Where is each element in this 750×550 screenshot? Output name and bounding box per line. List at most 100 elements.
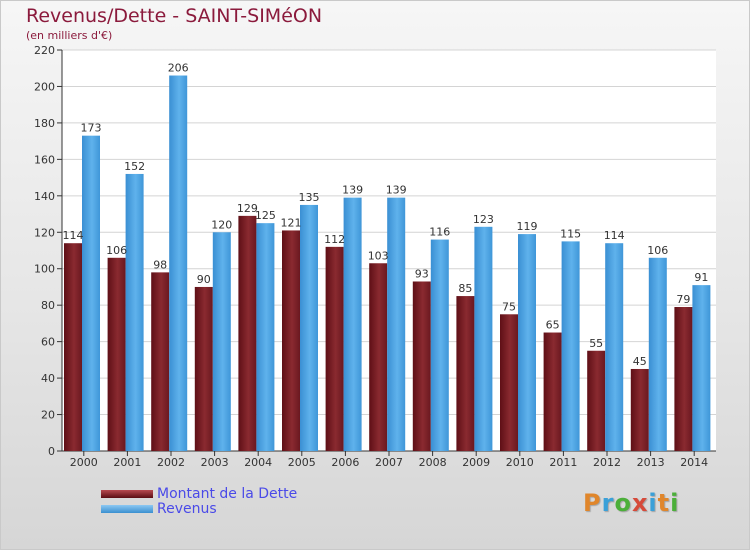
data-label-dette-2011: 65	[546, 319, 560, 332]
x-tick-label: 2005	[288, 456, 316, 469]
data-label-revenus-2011: 115	[560, 227, 581, 240]
bar-dette-2004	[238, 215, 257, 451]
x-tick-label: 2009	[462, 456, 490, 469]
logo-letter: t	[657, 489, 671, 517]
bar-revenus-2004	[256, 223, 275, 451]
data-label-revenus-2008: 116	[429, 226, 450, 239]
data-label-dette-2013: 45	[633, 355, 647, 368]
data-label-dette-2009: 85	[458, 282, 472, 295]
bar-revenus-2002	[169, 75, 188, 451]
legend-item-dette: Montant de la Dette	[101, 486, 298, 502]
data-label-dette-2007: 103	[368, 249, 389, 262]
data-label-dette-2012: 55	[589, 337, 603, 350]
y-tick-label: 60	[41, 336, 55, 349]
data-label-dette-2002: 98	[153, 258, 167, 271]
bar-revenus-2005	[300, 204, 318, 451]
bar-revenus-2014	[692, 285, 711, 451]
bar-dette-2013	[630, 368, 649, 451]
y-tick-label: 100	[34, 263, 55, 276]
bar-dette-2001	[107, 257, 126, 451]
bar-revenus-2011	[561, 241, 580, 451]
y-tick-label: 160	[34, 153, 55, 166]
x-tick-label: 2008	[419, 456, 447, 469]
proxiti-logo: Proxiti	[583, 489, 679, 517]
data-label-revenus-2014: 91	[694, 271, 708, 284]
data-label-dette-2004: 129	[237, 202, 258, 215]
legend-label-dette: Montant de la Dette	[157, 486, 298, 502]
data-label-revenus-2012: 114	[604, 229, 625, 242]
data-label-dette-2008: 93	[415, 267, 429, 280]
logo-letter: x	[631, 489, 649, 517]
bar-dette-2000	[64, 243, 82, 451]
chart-subtitle: (en milliers d'€)	[26, 29, 113, 42]
y-tick-label: 220	[34, 44, 55, 57]
data-label-revenus-2013: 106	[647, 244, 668, 257]
x-tick-label: 2006	[331, 456, 359, 469]
y-tick-label: 140	[34, 190, 55, 203]
bar-dette-2002	[151, 272, 170, 451]
bar-dette-2010	[500, 314, 518, 451]
x-tick-label: 2002	[157, 456, 185, 469]
x-tick-label: 2011	[549, 456, 577, 469]
logo-letter: r	[601, 489, 615, 517]
data-label-dette-2000: 114	[63, 229, 84, 242]
y-tick-label: 40	[41, 372, 55, 385]
y-tick-label: 120	[34, 226, 55, 239]
bar-revenus-2001	[125, 173, 144, 452]
x-tick-label: 2014	[680, 456, 708, 469]
data-label-revenus-2007: 139	[386, 184, 407, 197]
bar-revenus-2013	[648, 257, 667, 451]
bar-revenus-2009	[474, 226, 493, 451]
data-label-revenus-2001: 152	[124, 160, 145, 173]
data-label-revenus-2006: 139	[342, 184, 363, 197]
legend-label-revenus: Revenus	[157, 501, 217, 517]
x-tick-label: 2000	[70, 456, 98, 469]
data-label-dette-2003: 90	[197, 273, 211, 286]
data-label-revenus-2009: 123	[473, 213, 494, 226]
x-tick-label: 2013	[637, 456, 665, 469]
y-tick-label: 0	[48, 445, 55, 458]
x-tick-label: 2001	[113, 456, 141, 469]
data-label-revenus-2003: 120	[211, 218, 232, 231]
bar-dette-2008	[412, 281, 431, 451]
bar-dette-2012	[587, 350, 606, 451]
data-label-revenus-2005: 135	[299, 191, 320, 204]
legend-swatch-revenus	[101, 505, 153, 513]
y-tick-label: 200	[34, 80, 55, 93]
x-tick-label: 2010	[506, 456, 534, 469]
bar-revenus-2006	[343, 197, 362, 451]
legend-item-revenus: Revenus	[101, 501, 217, 517]
bar-dette-2011	[543, 332, 562, 451]
data-label-dette-2006: 112	[324, 233, 345, 246]
data-label-revenus-2004: 125	[255, 209, 276, 222]
logo-letter: i	[648, 489, 658, 517]
logo-letter: P	[583, 489, 602, 517]
bar-revenus-2007	[387, 197, 406, 451]
data-label-dette-2010: 75	[502, 300, 516, 313]
bar-dette-2005	[282, 230, 300, 451]
y-tick-label: 20	[41, 409, 55, 422]
bar-dette-2014	[674, 307, 693, 451]
bar-revenus-2010	[518, 234, 536, 451]
data-label-dette-2014: 79	[676, 293, 690, 306]
y-tick-label: 180	[34, 117, 55, 130]
data-label-revenus-2000: 173	[81, 122, 102, 135]
data-label-dette-2005: 121	[281, 216, 302, 229]
bar-revenus-2008	[430, 239, 449, 451]
bar-dette-2009	[456, 296, 475, 451]
data-label-dette-2001: 106	[106, 244, 127, 257]
data-label-revenus-2010: 119	[517, 220, 538, 233]
bar-revenus-2003	[212, 232, 231, 451]
x-tick-label: 2004	[244, 456, 272, 469]
logo-letter: o	[614, 489, 632, 517]
chart-title: Revenus/Dette - SAINT-SIMéON	[26, 5, 323, 27]
x-tick-label: 2007	[375, 456, 403, 469]
bar-revenus-2012	[605, 243, 624, 451]
bar-revenus-2000	[82, 135, 100, 451]
bar-dette-2007	[369, 263, 388, 451]
x-tick-label: 2003	[201, 456, 229, 469]
bar-dette-2006	[325, 246, 344, 451]
bar-dette-2003	[194, 286, 213, 451]
x-tick-label: 2012	[593, 456, 621, 469]
